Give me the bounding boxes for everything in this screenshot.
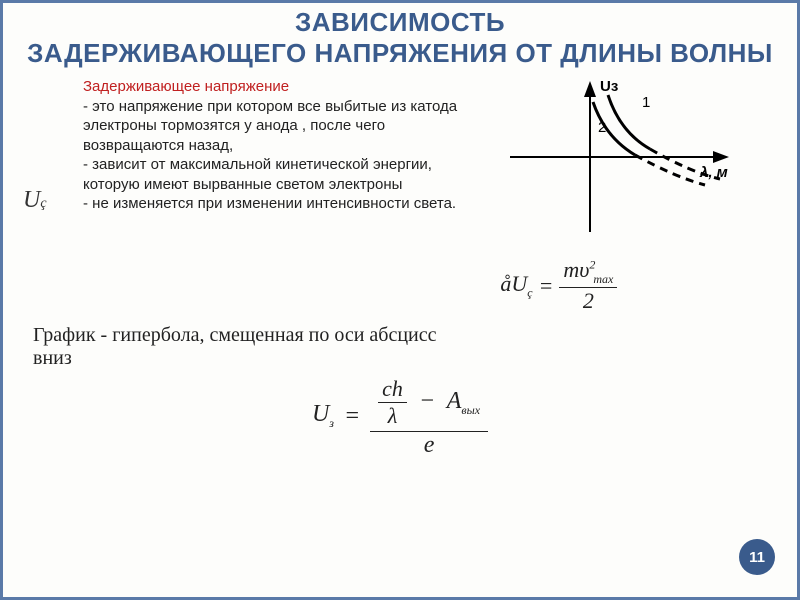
f1-lhs: åUç — [500, 271, 532, 300]
f2-A: A — [447, 388, 462, 414]
f1-denominator: 2 — [579, 288, 598, 314]
symbol-sub: ç — [40, 196, 46, 211]
f2-lhs-sub: з — [329, 416, 334, 430]
definition-term: Задерживающее напряжение — [83, 78, 289, 95]
curve-label-1: 1 — [642, 94, 650, 111]
equals-sign: = — [344, 403, 360, 430]
f1-fraction: mυ2max 2 — [559, 257, 617, 313]
f2-inner-num: ch — [378, 376, 407, 403]
f2-A-sub: вых — [461, 403, 480, 417]
equals-sign: = — [539, 273, 554, 299]
title-line1: ЗАВИСИМОСТЬ — [295, 7, 505, 37]
f2-inner-fraction: ch λ — [378, 376, 407, 429]
desc-line2: вниз — [33, 347, 72, 369]
voltage-symbol: Uç — [23, 77, 83, 214]
right-column: Uз λ, м 1 2 åUç = mυ2max 2 — [460, 77, 777, 313]
desc-line1: График - гипербола, смещенная по оси абс… — [33, 324, 437, 346]
voltage-wavelength-chart: Uз λ, м 1 2 — [490, 77, 740, 237]
f1-num-sub: max — [593, 272, 613, 286]
f2-lhs: Uз — [312, 401, 334, 431]
content-region: Uç Задерживающее напряжение - это напряж… — [3, 77, 797, 313]
x-axis-label: λ, м — [699, 164, 728, 181]
f1-lhs-sub: ç — [527, 285, 532, 299]
minus-sign: − — [419, 388, 435, 414]
f1-num-main: mυ — [563, 257, 589, 282]
page-title: ЗАВИСИМОСТЬ ЗАДЕРЖИВАЮЩЕГО НАПРЯЖЕНИЯ ОТ… — [3, 3, 797, 77]
stopping-voltage-formula: Uз = ch λ − Aвых e — [3, 374, 797, 459]
definition-body: - это напряжение при котором все выбитые… — [83, 98, 457, 213]
f2-outer-fraction: ch λ − Aвых e — [370, 374, 488, 459]
f2-lhs-main: U — [312, 401, 329, 427]
definition-text: Задерживающее напряжение - это напряжени… — [83, 77, 460, 214]
f2-inner-den: λ — [384, 403, 402, 429]
left-column: Uç Задерживающее напряжение - это напряж… — [23, 77, 460, 313]
chart-svg: Uз λ, м 1 2 — [490, 77, 740, 237]
graph-description: График - гипербола, смещенная по оси абс… — [3, 314, 797, 370]
f2-outer-numerator: ch λ − Aвых — [370, 374, 488, 432]
f1-numerator: mυ2max — [559, 257, 617, 287]
work-function: Aвых — [447, 388, 480, 414]
f1-num-sup: 2 — [589, 258, 595, 272]
f1-lhs-main: åU — [500, 271, 527, 296]
page-number-badge: 11 — [739, 539, 775, 575]
symbol-main: U — [23, 187, 40, 213]
curve-label-2: 2 — [598, 119, 606, 136]
f2-outer-den: e — [420, 432, 439, 459]
kinetic-energy-formula: åUç = mυ2max 2 — [500, 257, 777, 313]
y-axis-label: Uз — [600, 78, 618, 95]
title-line2: ЗАДЕРЖИВАЮЩЕГО НАПРЯЖЕНИЯ ОТ ДЛИНЫ ВОЛНЫ — [27, 38, 773, 68]
